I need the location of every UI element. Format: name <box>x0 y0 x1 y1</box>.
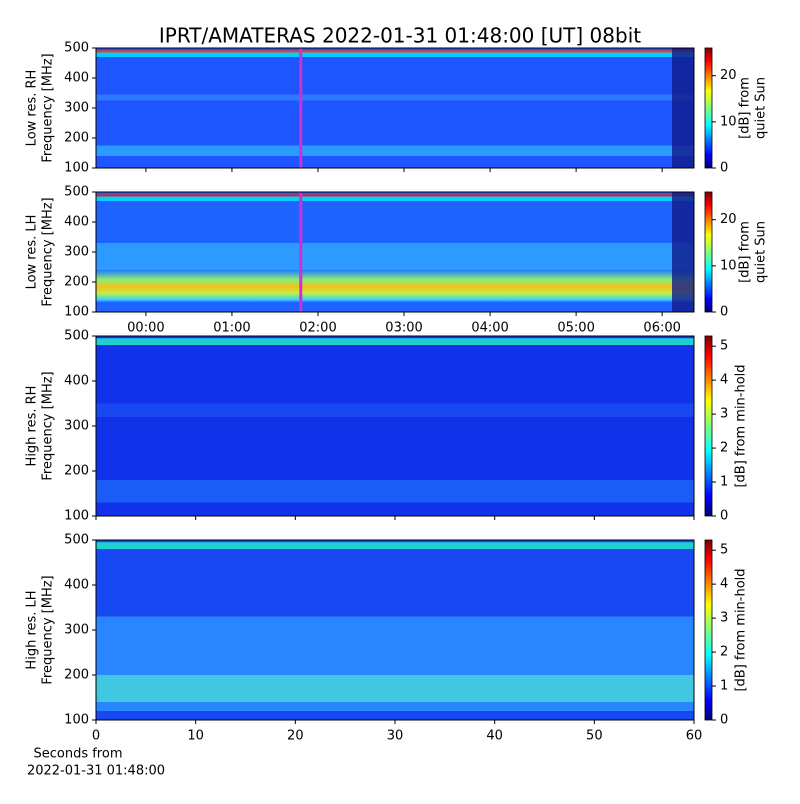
spectrogram-texture <box>96 196 694 201</box>
y-tick-label: 300 <box>64 101 89 116</box>
colorbar <box>704 539 713 721</box>
y-axis-label: High res. LH <box>25 590 40 669</box>
y-tick-label: 300 <box>64 623 89 638</box>
spectrogram-texture <box>96 480 694 503</box>
y-tick-label: 500 <box>64 41 89 56</box>
colorbar-tick-label: 4 <box>720 373 728 388</box>
spectrogram-texture <box>96 94 694 101</box>
colorbar-label: [dB] from min-hold <box>734 364 749 487</box>
y-tick-label: 400 <box>64 215 89 230</box>
y-axis-label: Frequency [MHz] <box>41 371 56 480</box>
spectrogram-texture <box>96 50 694 53</box>
y-axis-label: Frequency [MHz] <box>41 53 56 162</box>
y-axis-label: Low res. LH <box>25 215 40 290</box>
y-axis-label: High res. RH <box>25 386 40 467</box>
colorbar-tick-label: 0 <box>720 161 728 176</box>
y-tick-label: 200 <box>64 464 89 479</box>
colorbar-tick-label: 5 <box>720 339 728 354</box>
colorbar-tick-label: 0 <box>720 305 728 320</box>
x-axis-label: Seconds from <box>33 747 122 762</box>
colorbar-label: quiet Sun <box>754 77 769 139</box>
spectrogram-texture <box>672 48 694 168</box>
x-tick-label: 01:00 <box>213 321 250 336</box>
colorbar <box>704 47 713 169</box>
x-tick-label: 05:00 <box>557 321 594 336</box>
y-tick-label: 500 <box>64 329 89 344</box>
spectrogram-texture <box>96 675 694 702</box>
colorbar-tick-label: 10 <box>720 258 737 273</box>
x-tick-label: 02:00 <box>299 321 336 336</box>
colorbar-tick-label: 0 <box>720 713 728 728</box>
chart-title: IPRT/AMATERAS 2022-01-31 01:48:00 [UT] 0… <box>159 24 641 48</box>
colorbar-tick-label: 0 <box>720 509 728 524</box>
colorbar-tick-label: 4 <box>720 577 728 592</box>
x-tick-label: 60 <box>686 729 703 744</box>
colorbar-tick-label: 5 <box>720 543 728 558</box>
spectrogram-texture <box>96 542 694 549</box>
colorbar-tick-label: 2 <box>720 645 728 660</box>
colorbar <box>704 191 713 313</box>
colorbar-tick-label: 3 <box>720 407 728 422</box>
colorbar <box>704 335 713 517</box>
y-tick-label: 500 <box>64 533 89 548</box>
y-tick-label: 300 <box>64 245 89 260</box>
x-tick-label: 50 <box>586 729 603 744</box>
y-tick-label: 100 <box>64 305 89 320</box>
spectrogram-texture <box>96 403 694 417</box>
y-axis-label: Frequency [MHz] <box>41 575 56 684</box>
spectrogram-texture <box>96 52 694 57</box>
colorbar-tick-label: 2 <box>720 441 728 456</box>
y-tick-label: 400 <box>64 578 89 593</box>
spectrogram-texture <box>96 270 694 303</box>
y-tick-label: 300 <box>64 419 89 434</box>
spectrogram-texture <box>96 145 694 156</box>
y-tick-label: 100 <box>64 161 89 176</box>
y-tick-label: 200 <box>64 275 89 290</box>
spectrogram-texture <box>96 243 694 270</box>
colorbar-tick-label: 20 <box>720 68 737 83</box>
colorbar-tick-label: 20 <box>720 212 737 227</box>
y-tick-label: 500 <box>64 185 89 200</box>
x-tick-label: 20 <box>287 729 304 744</box>
x-tick-label: 04:00 <box>471 321 508 336</box>
colorbar-label: [dB] from <box>738 77 753 139</box>
y-axis-label: Low res. RH <box>25 70 40 147</box>
spectrogram-texture <box>672 192 694 312</box>
y-tick-label: 200 <box>64 131 89 146</box>
colorbar-tick-label: 1 <box>720 475 728 490</box>
x-tick-label: 30 <box>387 729 404 744</box>
y-axis-label: Frequency [MHz] <box>41 197 56 306</box>
y-tick-label: 200 <box>64 668 89 683</box>
colorbar-tick-label: 10 <box>720 114 737 129</box>
x-tick-label: 03:00 <box>385 321 422 336</box>
colorbar-label: [dB] from <box>738 221 753 283</box>
spectrogram-texture <box>96 194 694 197</box>
x-tick-label: 10 <box>187 729 204 744</box>
x-tick-label: 00:00 <box>127 321 164 336</box>
colorbar-tick-label: 3 <box>720 611 728 626</box>
y-tick-label: 400 <box>64 71 89 86</box>
x-tick-label: 06:00 <box>643 321 680 336</box>
x-axis-label: 2022-01-31 01:48:00 <box>27 764 165 779</box>
colorbar-tick-label: 1 <box>720 679 728 694</box>
x-tick-label: 40 <box>486 729 503 744</box>
x-tick-label: 0 <box>92 729 100 744</box>
colorbar-label: quiet Sun <box>754 221 769 283</box>
y-tick-label: 100 <box>64 713 89 728</box>
colorbar-label: [dB] from min-hold <box>734 568 749 691</box>
y-tick-label: 100 <box>64 509 89 524</box>
spectrogram-texture <box>96 338 694 345</box>
y-tick-label: 400 <box>64 374 89 389</box>
